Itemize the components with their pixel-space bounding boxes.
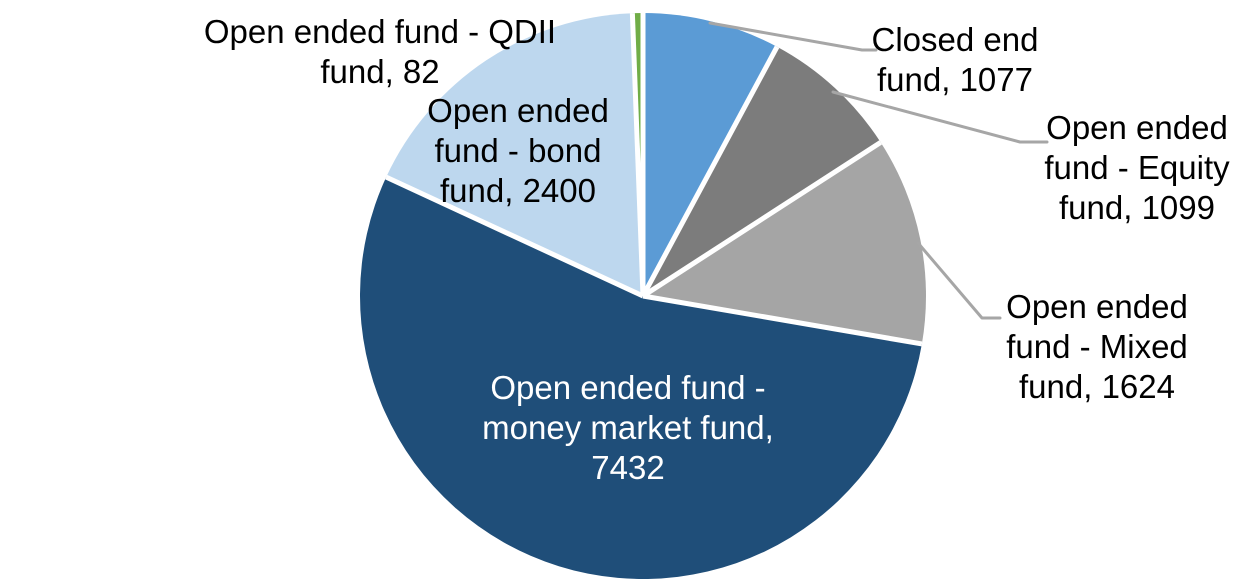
slice-separators xyxy=(385,13,923,347)
slice-separator xyxy=(641,140,883,299)
pie-slice-2[interactable] xyxy=(643,142,926,344)
slice-label-closed-end-fund: Closed end fund, 1077 xyxy=(866,20,1044,100)
slice-label-mixed-fund: Open ended fund - Mixed fund, 1624 xyxy=(1001,287,1193,407)
pie-wedges xyxy=(360,13,926,579)
slice-separator xyxy=(385,174,645,299)
label-line: Open ended xyxy=(1006,288,1188,325)
label-line: fund, 1624 xyxy=(1019,368,1175,405)
pie-slice-3[interactable] xyxy=(360,177,922,579)
slice-separator xyxy=(642,293,923,347)
label-line: Open ended fund - QDII xyxy=(203,13,557,50)
label-line: 7432 xyxy=(591,449,665,486)
label-line: Open ended xyxy=(427,92,609,129)
label-line: fund, 2400 xyxy=(440,172,596,209)
label-line: fund - bond xyxy=(434,132,602,169)
slice-label-money-market-fund: Open ended fund - money market fund, 7432 xyxy=(468,368,788,488)
label-line: Closed end xyxy=(871,21,1039,58)
label-line: money market fund, xyxy=(482,409,774,446)
slice-label-bond-fund: Open ended fund - bond fund, 2400 xyxy=(420,91,616,211)
leader-line-closed-end-fund xyxy=(708,21,878,52)
leader-lines xyxy=(708,21,1049,320)
leader-line-equity-fund xyxy=(831,90,1049,144)
label-line: fund, 82 xyxy=(320,53,440,90)
pie-slice-0[interactable] xyxy=(643,13,778,296)
slice-separator xyxy=(629,13,646,297)
label-line: Open ended fund - xyxy=(490,369,766,406)
label-line: Open ended xyxy=(1046,109,1228,146)
pie-slice-1[interactable] xyxy=(643,46,881,296)
leader-line-mixed-fund xyxy=(916,241,1002,320)
label-line: fund, 1099 xyxy=(1059,189,1215,226)
label-line: fund - Mixed xyxy=(1006,328,1188,365)
label-line: fund, 1077 xyxy=(877,61,1033,98)
slice-label-equity-fund: Open ended fund - Equity fund, 1099 xyxy=(1041,108,1233,228)
slice-separator xyxy=(640,45,780,298)
slice-label-qdii-fund: Open ended fund - QDII fund, 82 xyxy=(200,12,560,92)
pie-slice-4[interactable] xyxy=(386,13,643,296)
label-line: fund - Equity xyxy=(1044,149,1230,186)
